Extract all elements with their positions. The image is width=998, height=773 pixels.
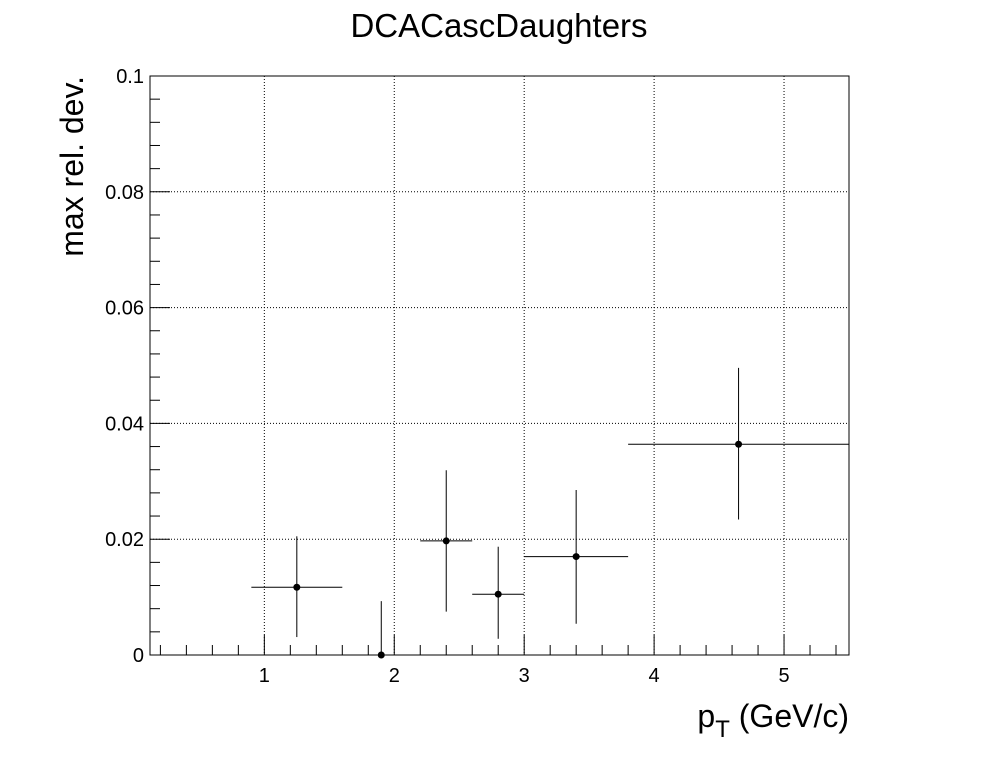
x-axis-title-subscript: T (715, 716, 730, 743)
x-tick-label: 2 (389, 665, 400, 687)
y-tick-label: 0 (133, 645, 144, 667)
data-point-group (472, 546, 525, 639)
y-tick-label: 0.02 (105, 529, 144, 551)
y-tick-label: 0.04 (105, 413, 144, 435)
y-tick-label: 0.06 (105, 298, 144, 320)
plot-frame (149, 75, 850, 656)
data-point-group (342, 601, 421, 659)
x-tick-label: 5 (778, 665, 789, 687)
data-point (494, 590, 502, 598)
data-point (735, 440, 743, 448)
data-point (293, 583, 301, 591)
data-point (442, 537, 450, 545)
data-point (572, 553, 580, 561)
data-point-group (420, 470, 473, 612)
x-axis-title-unit: (GeV/c) (730, 698, 849, 734)
y-tick-label: 0.1 (116, 66, 144, 88)
chart-title: DCACascDaughters (350, 7, 647, 44)
x-tick-label: 4 (649, 665, 660, 687)
x-axis-title: pT (GeV/c) (697, 698, 849, 743)
data-point-group (524, 489, 629, 624)
data-point-group (628, 367, 849, 520)
y-tick-label: 0.08 (105, 182, 144, 204)
data-point-group (251, 536, 343, 638)
axes: 1 2 3 4 5 0 0.02 0.04 0.06 0.08 0.1 (105, 66, 850, 687)
x-tick-label: 1 (259, 665, 270, 687)
data-point (377, 651, 385, 659)
x-axis-title-main: p (697, 698, 715, 734)
x-tick-label: 3 (519, 665, 530, 687)
data-points (251, 367, 849, 659)
y-axis-title: max rel. dev. (54, 76, 90, 257)
